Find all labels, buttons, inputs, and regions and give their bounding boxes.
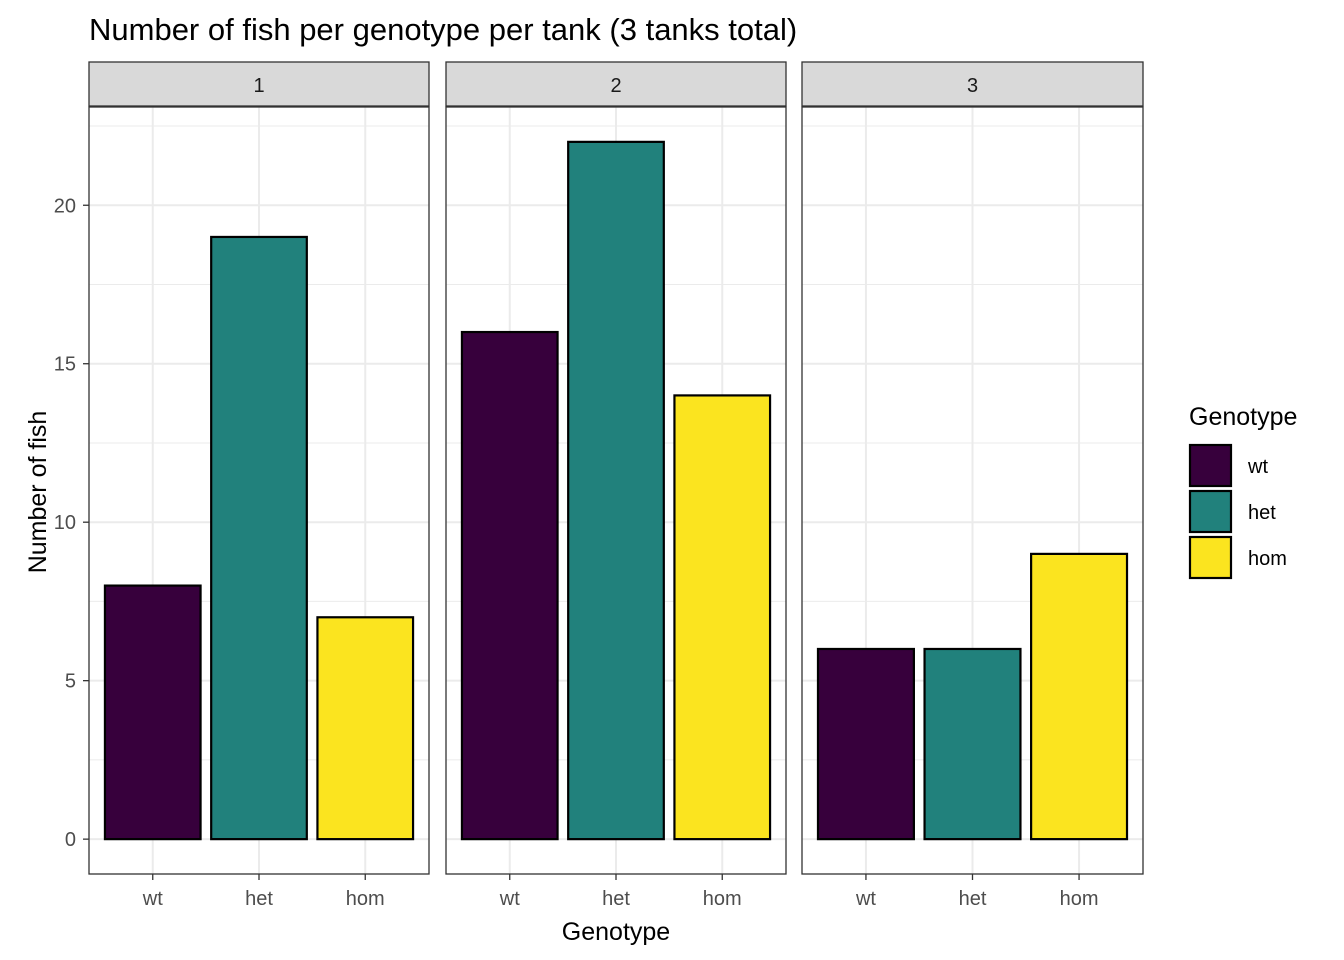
y-tick-label: 15	[54, 354, 76, 376]
facet-panels: wt het hom 1 wt het hom 2 wt het hom 3	[88, 61, 1144, 910]
y-axis: 0 5 10 15 20	[54, 195, 89, 851]
x-tick-label-wt: wt	[142, 888, 163, 910]
x-tick-label-wt: wt	[855, 888, 876, 910]
y-axis-title: Number of fish	[24, 411, 52, 574]
legend-item-hom: hom	[1188, 535, 1287, 580]
facet-strip-label: 3	[967, 75, 978, 97]
bar-tank2-het	[567, 140, 665, 841]
y-tick-label: 20	[54, 195, 76, 217]
bar-tank3-het	[923, 647, 1022, 841]
facet-strip	[88, 61, 430, 107]
legend-label: hom	[1248, 548, 1287, 570]
y-tick-label: 5	[65, 671, 76, 693]
y-tick-label: 10	[54, 512, 76, 534]
legend-label: wt	[1247, 456, 1268, 478]
legend-item-wt: wt	[1188, 443, 1268, 488]
bar-tank3-hom	[1030, 552, 1129, 841]
facet-strip-label: 2	[610, 75, 621, 97]
facet-panel-3: wt het hom 3	[801, 61, 1144, 910]
y-tick-label: 0	[65, 829, 76, 851]
bar-tank1-wt	[103, 584, 202, 841]
facet-panel-2: wt het hom 2	[445, 61, 787, 910]
legend-swatch	[1188, 489, 1233, 534]
bar-tank1-hom	[316, 616, 415, 841]
x-tick-label-hom: hom	[1060, 888, 1099, 910]
x-tick-label-hom: hom	[346, 888, 385, 910]
chart-title: Number of fish per genotype per tank (3 …	[89, 12, 797, 47]
legend-label: het	[1248, 502, 1276, 524]
bar-tank2-wt	[460, 330, 559, 841]
legend: Genotype wt het hom	[1188, 403, 1297, 580]
facet-strip-label: 1	[253, 75, 264, 97]
legend-item-het: het	[1188, 489, 1276, 534]
x-tick-label-het: het	[245, 888, 273, 910]
x-tick-label-het: het	[959, 888, 987, 910]
x-tick-label-het: het	[602, 888, 630, 910]
legend-swatch	[1188, 535, 1233, 580]
x-tick-label-wt: wt	[499, 888, 520, 910]
facet-panel-1: wt het hom 1	[88, 61, 430, 910]
facet-strip	[801, 61, 1144, 107]
bar-tank1-het	[210, 235, 308, 841]
bar-tank3-wt	[816, 647, 915, 841]
legend-title: Genotype	[1189, 403, 1297, 431]
x-tick-label-hom: hom	[703, 888, 742, 910]
x-axis-title: Genotype	[562, 918, 670, 946]
bar-tank2-hom	[673, 394, 772, 841]
facet-strip	[445, 61, 787, 107]
legend-swatch	[1188, 443, 1233, 488]
